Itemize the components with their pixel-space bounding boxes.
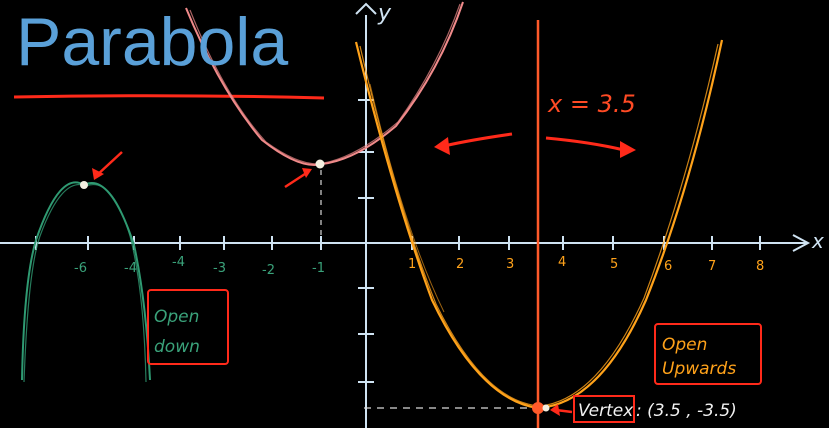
left-arrow	[443, 132, 513, 148]
right-arrow	[545, 136, 625, 152]
x-tick-7: 7	[708, 259, 716, 274]
page-title: Parabola	[16, 4, 289, 80]
x-tick-labels-positive: 1 2 3 4 5 6 7 8	[408, 255, 764, 274]
open-down-box	[147, 289, 229, 365]
x-tick-1: 1	[408, 257, 416, 272]
vertex-dot	[532, 402, 544, 414]
axis-of-symmetry-label: x = 3.5	[547, 90, 636, 118]
x-tick-6: 6	[664, 259, 672, 274]
left-tick-neg4: -4	[124, 261, 137, 276]
open-upwards-line1: Open	[662, 335, 707, 355]
x-tick-4: 4	[558, 255, 566, 270]
x-tick-labels-negative: -1 -2 -3 -4 -6 -4	[74, 255, 325, 278]
downward-parabola	[21, 181, 151, 381]
x-tick-neg2: -2	[262, 263, 275, 278]
y-axis-arrow	[355, 2, 377, 15]
shifted-vertex-arrow	[284, 170, 309, 189]
x-axis-arrow	[792, 234, 811, 252]
x-tick-2: 2	[456, 257, 464, 272]
x-tick-8: 8	[756, 259, 764, 274]
open-down-line1: Open	[154, 307, 199, 327]
y-axis-ticks	[358, 99, 374, 383]
x-tick-neg4: -4	[172, 255, 185, 270]
y-axis-label: y	[377, 1, 392, 26]
x-axis-label: x	[811, 229, 824, 253]
open-down-line2: down	[154, 337, 200, 357]
open-upwards-box	[654, 323, 762, 385]
x-tick-3: 3	[506, 257, 514, 272]
open-upwards-line2: Upwards	[662, 359, 736, 379]
x-tick-neg1: -1	[312, 261, 325, 276]
downward-vertex-arrow	[95, 151, 123, 177]
x-tick-neg3: -3	[213, 261, 226, 276]
vertex-coordinates: : (3.5 , -3.5)	[636, 401, 737, 421]
title-underline	[13, 94, 325, 100]
shifted-vertex-dot	[315, 159, 325, 169]
x-tick-5: 5	[610, 257, 618, 272]
vertex-label: Vertex	[578, 401, 634, 421]
downward-vertex-dot	[80, 181, 88, 189]
left-tick-neg6: -6	[74, 261, 87, 276]
vertex-label-box	[573, 395, 635, 423]
